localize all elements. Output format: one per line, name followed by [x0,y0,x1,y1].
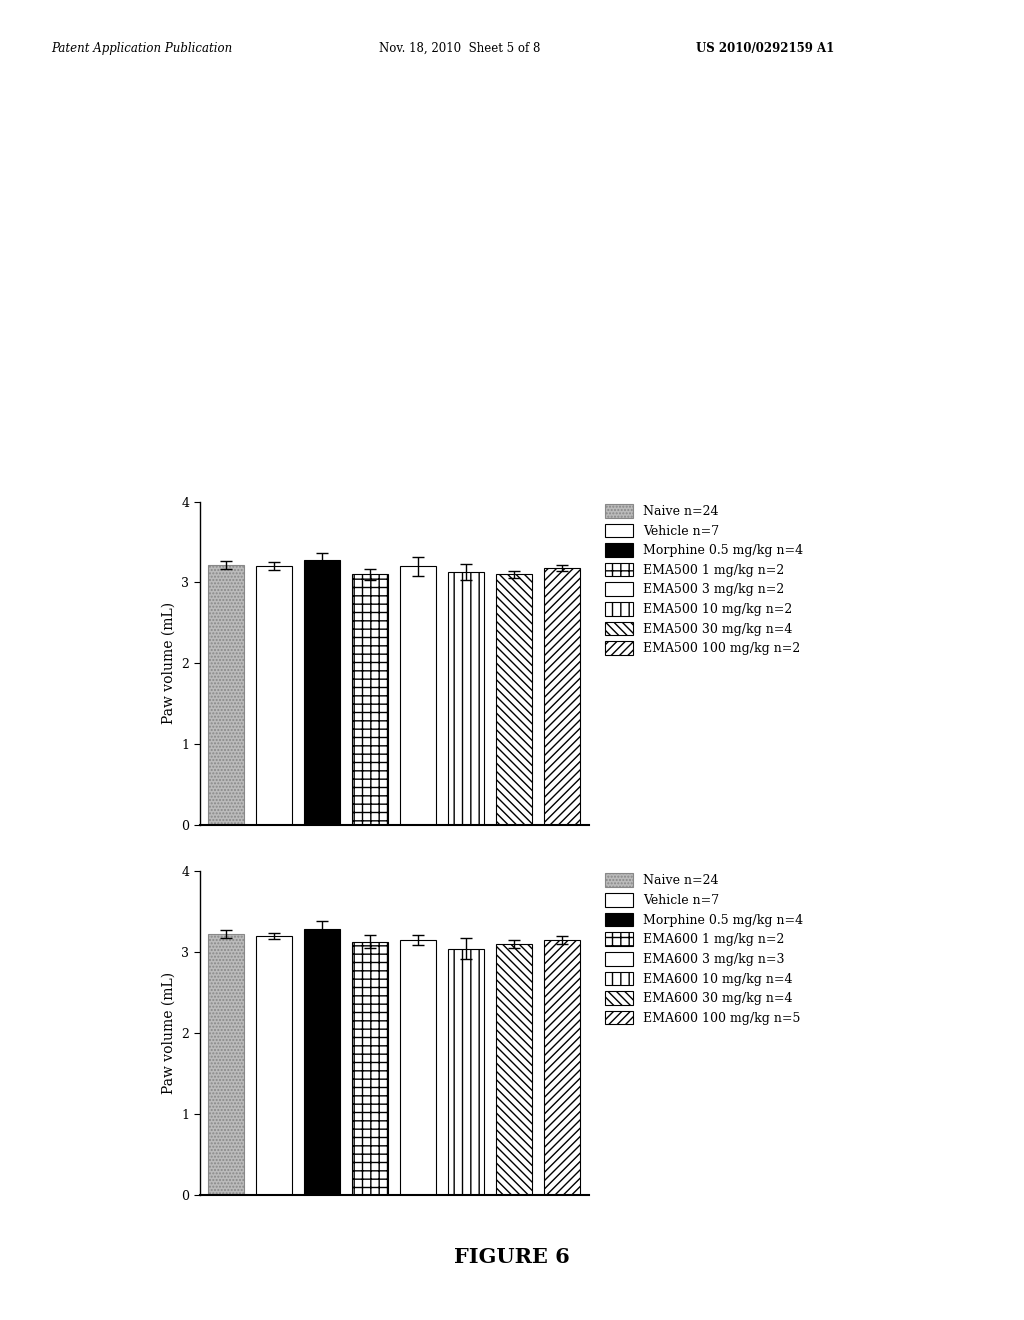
Bar [256,566,292,825]
Bar [304,929,340,1195]
Bar [208,935,244,1195]
Bar [208,565,244,825]
Bar [449,949,484,1195]
Bar [400,566,436,825]
Legend: Naive n=24, Vehicle n=7, Morphine 0.5 mg/kg n=4, EMA600 1 mg/kg n=2, EMA600 3 mg: Naive n=24, Vehicle n=7, Morphine 0.5 mg… [603,871,806,1027]
Text: US 2010/0292159 A1: US 2010/0292159 A1 [696,42,835,55]
Bar [256,936,292,1195]
Bar [400,940,436,1195]
Y-axis label: Paw volume (mL): Paw volume (mL) [162,972,176,1094]
Y-axis label: Paw volume (mL): Paw volume (mL) [162,602,176,725]
Bar [545,940,581,1195]
Legend: Naive n=24, Vehicle n=7, Morphine 0.5 mg/kg n=4, EMA500 1 mg/kg n=2, EMA500 3 mg: Naive n=24, Vehicle n=7, Morphine 0.5 mg… [603,502,806,657]
Text: Patent Application Publication: Patent Application Publication [51,42,232,55]
Bar [497,574,532,825]
Bar [352,574,388,825]
Bar [545,568,581,825]
Text: Nov. 18, 2010  Sheet 5 of 8: Nov. 18, 2010 Sheet 5 of 8 [379,42,541,55]
Bar [449,572,484,825]
Text: FIGURE 6: FIGURE 6 [454,1246,570,1267]
Bar [304,560,340,825]
Bar [497,944,532,1195]
Bar [352,941,388,1195]
